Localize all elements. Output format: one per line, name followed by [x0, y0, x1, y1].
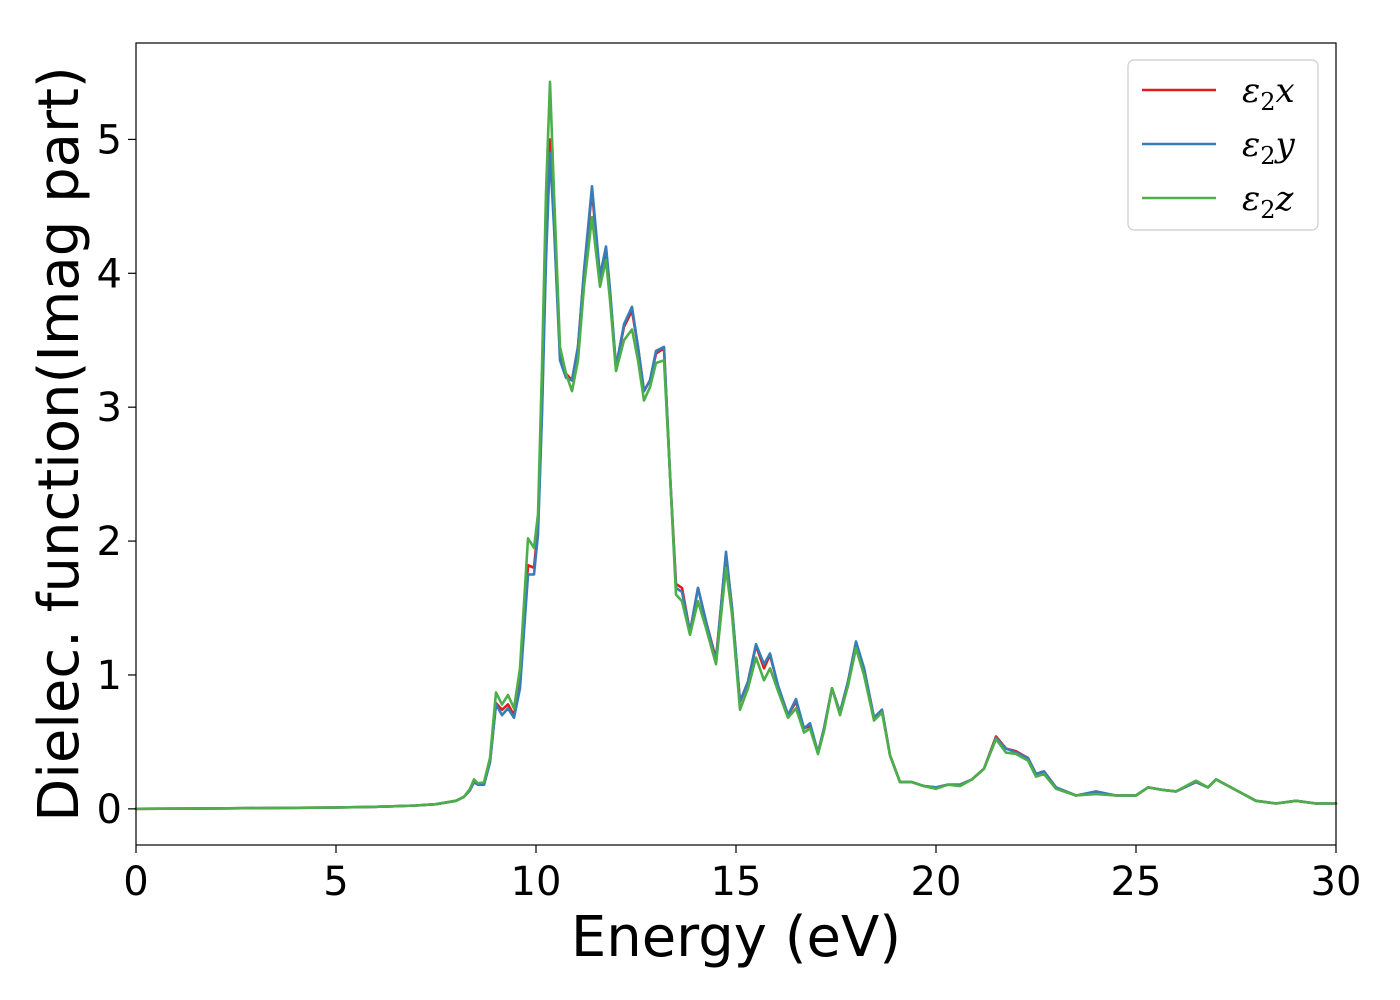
x-tick-label: 15: [711, 859, 762, 905]
y-tick-label: 1: [97, 653, 122, 699]
series-layer: [134, 80, 1338, 811]
x-tick-label: 10: [511, 859, 562, 905]
legend-label-y: ε2y: [1242, 125, 1296, 170]
legend-items: ε2x ε2y ε2z: [1142, 71, 1296, 224]
x-axis-label: Energy (eV): [571, 905, 901, 970]
y-tick-label: 4: [97, 251, 122, 297]
y-axis: 0 1 2 3 4 5: [97, 117, 136, 833]
x-tick-label: 0: [123, 859, 148, 905]
legend: ε2x ε2y ε2z: [1127, 59, 1319, 231]
legend-label-z: ε2z: [1242, 179, 1295, 224]
x-tick-label: 25: [1111, 859, 1162, 905]
x-tick-label: 5: [323, 859, 348, 905]
y-axis-label: Dielec. function(Imag part): [27, 66, 92, 822]
y-tick-label: 5: [97, 117, 122, 163]
x-axis: 0 5 10 15 20 25 30: [123, 845, 1361, 905]
series-line-3: [134, 80, 1338, 811]
y-tick-label: 3: [97, 385, 122, 431]
legend-label-x: ε2x: [1242, 71, 1295, 116]
y-tick-label: 0: [97, 787, 122, 833]
x-tick-label: 20: [911, 859, 962, 905]
legend-box: [1127, 59, 1319, 231]
y-tick-label: 2: [97, 519, 122, 565]
x-tick-label: 30: [1311, 859, 1362, 905]
